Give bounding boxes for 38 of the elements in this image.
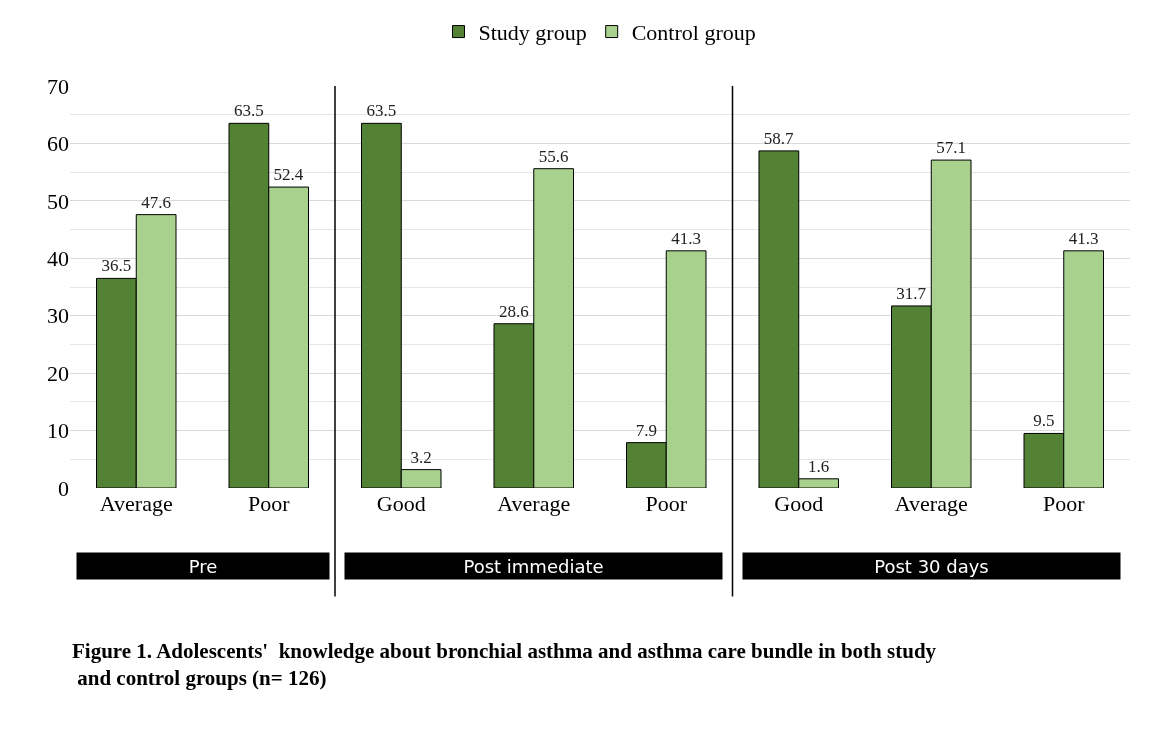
data-label: 57.1: [936, 138, 966, 158]
data-label: 55.6: [538, 146, 569, 166]
x-tick-label: Good: [774, 491, 824, 516]
y-tick-label: 50: [47, 188, 69, 214]
data-label: 41.3: [1068, 228, 1099, 248]
data-label: 31.7: [896, 283, 927, 303]
caption: Figure 1. Adolescents' knowledge about bronchial asthma and asthma care bundle in both study and control groups (n= 126): [72, 639, 937, 691]
y-tick-label: 60: [47, 131, 69, 157]
y-tick-label: 70: [47, 73, 69, 99]
y-tick-label: 0: [58, 475, 69, 501]
data-label: 41.3: [671, 228, 701, 248]
x-tick-label: Average: [497, 491, 571, 516]
data-label: 36.5: [101, 256, 132, 276]
text: Pre: [188, 555, 218, 577]
data-label: 7.9: [635, 420, 657, 440]
x-tick-label: Average: [99, 491, 173, 516]
data-label: 52.4: [273, 165, 304, 185]
x-tick-label: Poor: [645, 491, 688, 516]
legend-label: Control group: [631, 20, 756, 46]
x-tick-label: Poor: [1042, 491, 1086, 516]
y-tick-label: 30: [47, 303, 69, 329]
y-tick-label: 20: [47, 360, 69, 386]
data-label: 47.6: [141, 192, 171, 212]
x-tick-label: Average: [894, 491, 968, 516]
data-label: 63.5: [366, 101, 397, 121]
legend-label: Study group: [478, 20, 587, 46]
text: Post 30 days: [874, 555, 989, 577]
data-label: 3.2: [410, 447, 432, 467]
data-label: 9.5: [1033, 411, 1055, 431]
data-label: 1.6: [808, 456, 830, 476]
x-tick-label: Good: [376, 491, 426, 516]
x-tick-label: Poor: [247, 491, 291, 516]
data-label: 28.6: [499, 301, 529, 321]
y-tick-label: 40: [47, 245, 69, 271]
y-tick-label: 10: [47, 418, 69, 444]
data-label: 63.5: [234, 101, 264, 121]
text: Post immediate: [463, 555, 604, 577]
data-label: 58.7: [763, 128, 794, 148]
